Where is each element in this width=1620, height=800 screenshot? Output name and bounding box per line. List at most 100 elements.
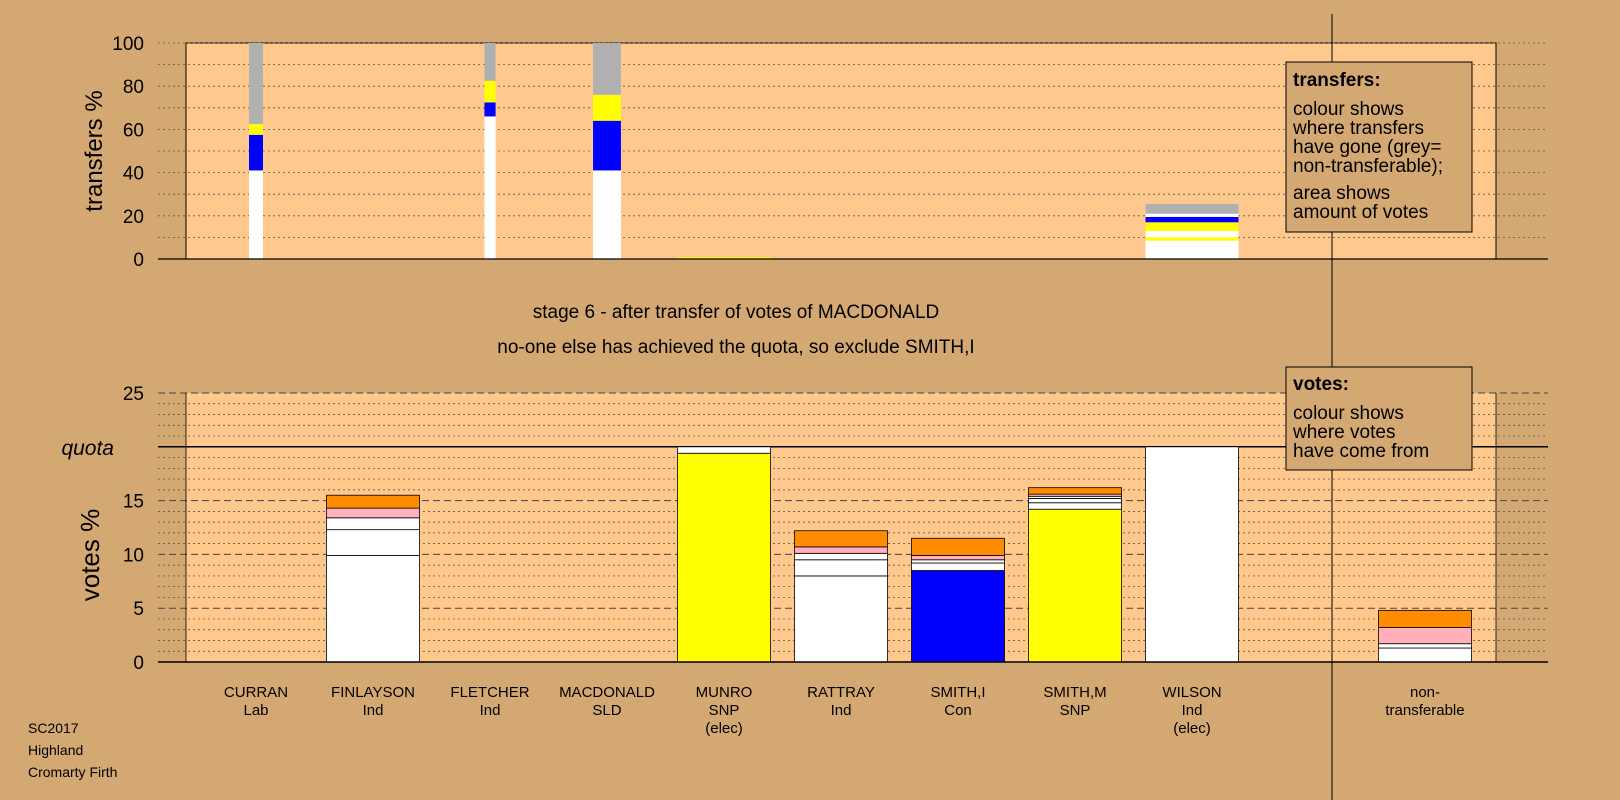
- votes-legend-title: votes:: [1293, 374, 1349, 395]
- candidate-name: SMITH,I: [931, 684, 986, 701]
- transfers-legend-line: colour shows: [1293, 99, 1404, 120]
- candidate-name: MACDONALD: [559, 684, 655, 701]
- vote-segment: [794, 546, 888, 554]
- votes-bars: [326, 446, 1472, 663]
- transfers-legend-line: amount of votes: [1293, 202, 1428, 223]
- candidate-labels: CURRANLabFINLAYSONIndFLETCHERIndMACDONAL…: [224, 684, 1465, 737]
- candidate-party: SNP: [709, 702, 740, 719]
- vote-segment: [1028, 502, 1122, 510]
- transfer-segment: [484, 43, 496, 81]
- transfers-y-tick-label: 80: [123, 77, 144, 98]
- transfers-bars: [249, 43, 1239, 259]
- candidate-party: Lab: [243, 702, 268, 719]
- transfer-segment: [1145, 230, 1239, 238]
- transfer-segment: [1145, 216, 1239, 223]
- candidate-name: WILSON: [1162, 684, 1221, 701]
- votes-legend-line: colour shows: [1293, 403, 1404, 424]
- transfers-legend: transfers: colour shows where transfers …: [1285, 61, 1473, 233]
- votes-legend: votes: colour shows where votes have com…: [1285, 366, 1473, 471]
- vote-segment: [1028, 498, 1122, 504]
- quota-label: quota: [61, 437, 114, 460]
- transfers-legend-line: have gone (grey=: [1293, 137, 1441, 158]
- transfers-legend-line: non-transferable);: [1293, 156, 1443, 177]
- transfers-legend-title: transfers:: [1293, 70, 1381, 91]
- vote-segment: [794, 559, 888, 577]
- vote-segment: [1145, 446, 1239, 663]
- transfers-y-tick-label: 100: [112, 34, 144, 55]
- votes-legend-line: have come from: [1293, 441, 1429, 462]
- candidate-status: (elec): [705, 720, 743, 737]
- vote-segment: [326, 555, 420, 663]
- candidate-status: (elec): [1173, 720, 1211, 737]
- candidate-name: non-: [1410, 684, 1440, 701]
- votes-y-tick-label: 0: [133, 653, 144, 674]
- candidate-party: transferable: [1385, 702, 1464, 719]
- vote-segment: [1378, 609, 1472, 628]
- candidate-name: MUNRO: [696, 684, 753, 701]
- vote-segment: [1378, 647, 1472, 663]
- vote-segment: [794, 552, 888, 561]
- candidate-party: Ind: [1182, 702, 1203, 719]
- footer-council: Highland: [28, 742, 83, 758]
- votes-y-axis-label: votes %: [75, 509, 105, 602]
- votes-axis: 0 5 10 15 25: [123, 384, 1548, 674]
- votes-y-tick-label: 5: [133, 599, 144, 620]
- transfer-segment: [484, 80, 496, 103]
- candidate-party: Ind: [480, 702, 501, 719]
- transfer-segment: [249, 170, 263, 259]
- vote-segment: [1378, 627, 1472, 645]
- transfer-segment: [593, 94, 621, 121]
- vote-segment: [326, 494, 420, 509]
- candidate-name: RATTRAY: [807, 684, 875, 701]
- vote-segment: [677, 446, 771, 454]
- vote-segment: [1028, 508, 1122, 663]
- vote-segment: [326, 517, 420, 531]
- transfer-segment: [1145, 237, 1239, 241]
- votes-y-tick-label: 15: [123, 492, 144, 513]
- transfer-segment: [593, 170, 621, 259]
- candidate-party: Con: [944, 702, 972, 719]
- transfers-axis: 0 20 40 60 80 100: [112, 34, 1548, 271]
- vote-segment: [911, 562, 1005, 571]
- vote-segment: [911, 555, 1005, 561]
- vote-segment: [1028, 487, 1122, 495]
- transfers-y-tick-label: 60: [123, 120, 144, 141]
- transfer-segment: [249, 134, 263, 171]
- transfer-segment: [249, 43, 263, 124]
- transfer-segment: [249, 124, 263, 135]
- vote-segment: [794, 575, 888, 663]
- candidate-party: Ind: [831, 702, 852, 719]
- transfer-segment: [1145, 240, 1239, 259]
- vote-segment: [794, 530, 888, 548]
- transfer-segment: [1145, 203, 1239, 214]
- vote-segment: [911, 559, 1005, 564]
- candidate-party: Ind: [363, 702, 384, 719]
- vote-segment: [1378, 643, 1472, 649]
- transfers-y-axis-label: transfers %: [81, 90, 108, 211]
- footer-ward: Cromarty Firth: [28, 764, 117, 780]
- transfer-segment: [484, 102, 496, 117]
- transfer-segment: [1145, 222, 1239, 231]
- candidate-name: FLETCHER: [450, 684, 529, 701]
- transfers-legend-line: where transfers: [1292, 118, 1424, 139]
- footer-election: SC2017: [28, 720, 79, 736]
- transfer-segment: [593, 43, 621, 95]
- transfer-segment: [677, 257, 771, 259]
- transfer-segment: [484, 116, 496, 259]
- candidate-name: CURRAN: [224, 684, 288, 701]
- election-footer: SC2017 Highland Cromarty Firth: [28, 720, 117, 780]
- transfer-segment: [1145, 213, 1239, 217]
- transfers-y-tick-label: 20: [123, 207, 144, 228]
- vote-segment: [911, 570, 1005, 663]
- candidate-name: SMITH,M: [1043, 684, 1106, 701]
- transfers-y-tick-label: 0: [133, 250, 144, 271]
- stage-heading: stage 6 - after transfer of votes of MAC…: [533, 302, 940, 323]
- votes-y-tick-label: 25: [123, 384, 144, 405]
- vote-segment: [326, 529, 420, 556]
- transfer-segment: [593, 120, 621, 171]
- vote-segment: [677, 452, 771, 663]
- candidate-party: SLD: [592, 702, 621, 719]
- vote-segment: [911, 537, 1005, 556]
